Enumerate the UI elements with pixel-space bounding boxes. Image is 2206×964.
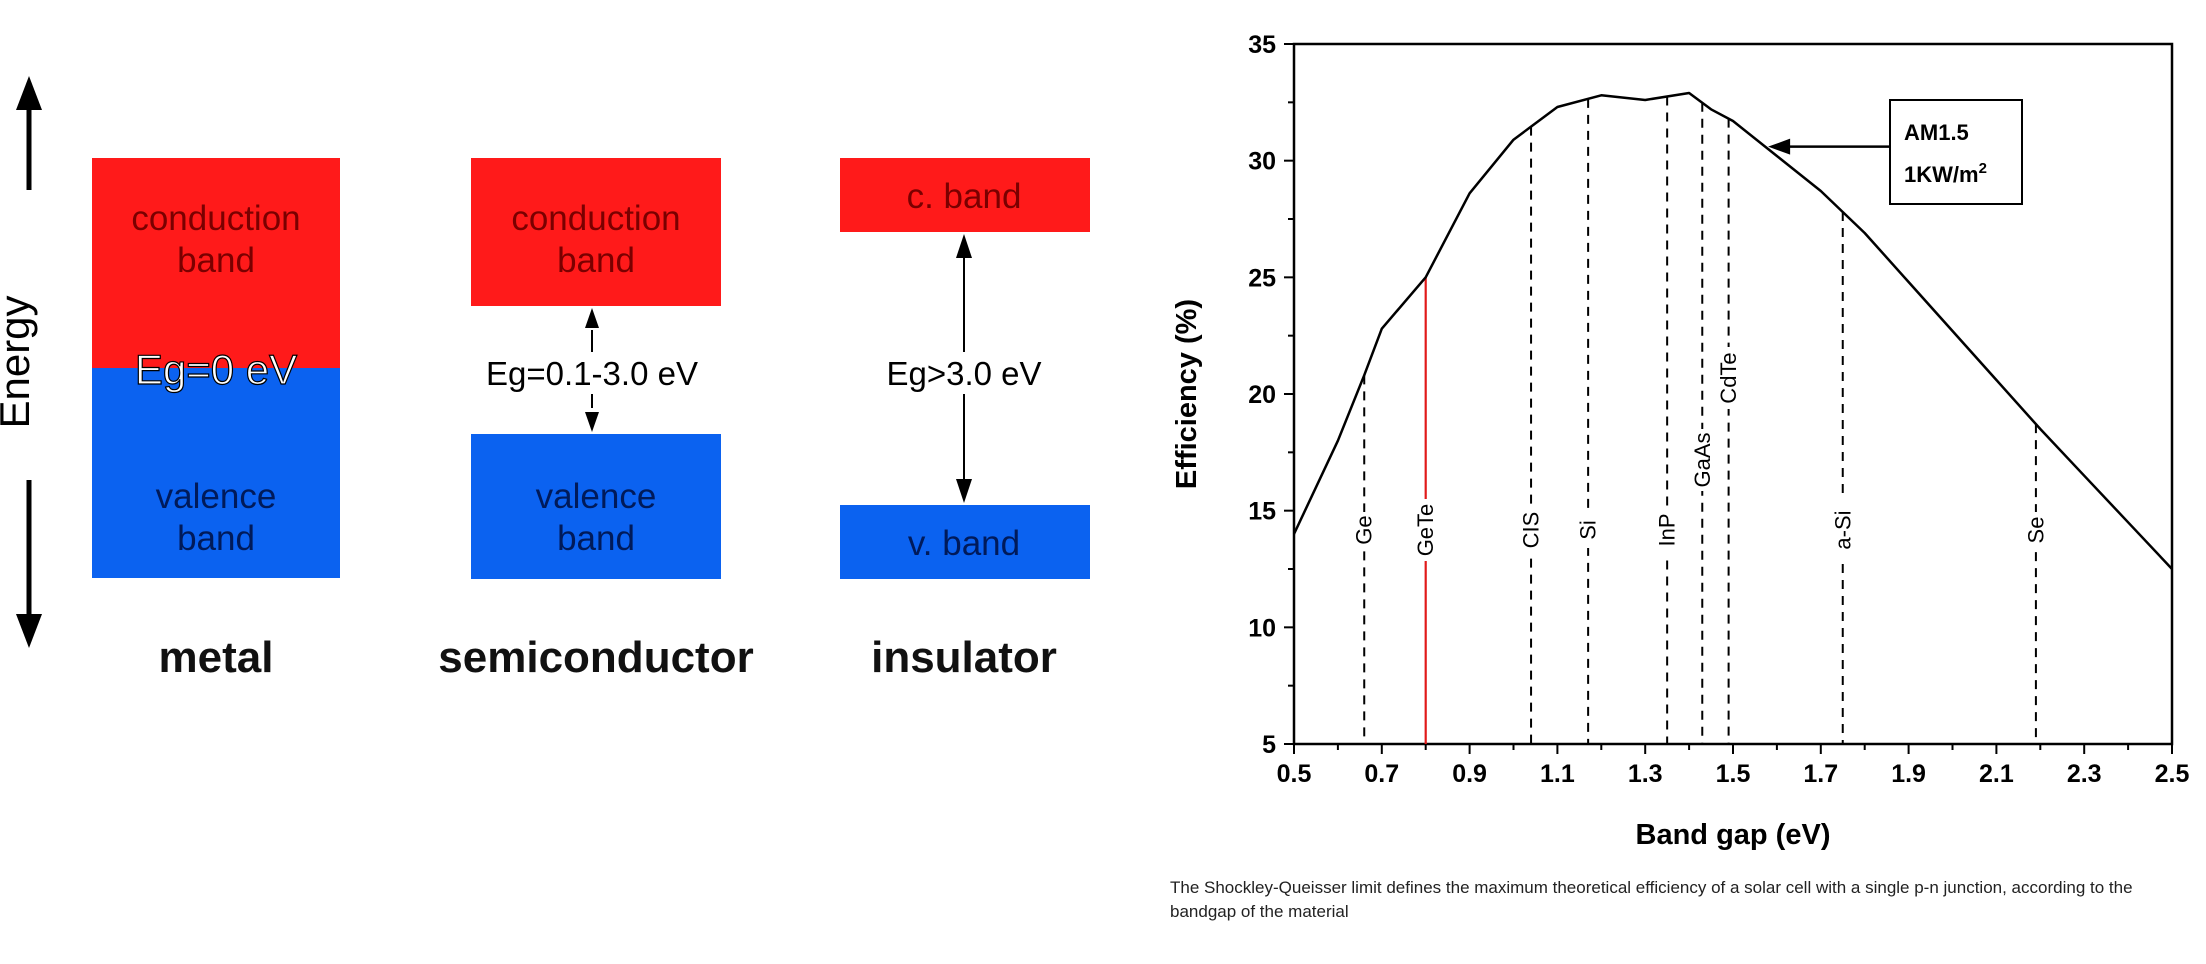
marker-label-bg: [1689, 429, 1716, 491]
marker-label-bg: [1829, 499, 1856, 561]
marker-label-bg: [1654, 505, 1681, 555]
x-tick-label: 1.3: [1628, 760, 1663, 788]
y-tick-label: 25: [1248, 264, 1276, 292]
semiconductor-conduction-label-2: band: [557, 241, 635, 280]
energy-axis-label: Energy: [0, 295, 38, 428]
y-tick-label: 10: [1248, 614, 1276, 642]
metal-conduction-band: [92, 158, 340, 368]
band-diagram: Energy conduction band Eg=0 eV valence b…: [0, 76, 1090, 682]
metal-valence-label-2: band: [177, 519, 255, 558]
y-tick-label: 5: [1262, 731, 1276, 759]
x-tick-label: 2.5: [2155, 760, 2190, 788]
x-tick-label: 1.1: [1540, 760, 1575, 788]
semiconductor-valence-label-2: band: [557, 519, 635, 558]
insulator-valence-label: v. band: [908, 524, 1020, 563]
annotation-arrow-head: [1768, 138, 1791, 155]
insulator-group: c. band Eg>3.0 eV v. band insulator: [840, 158, 1090, 682]
chart-caption: The Shockley-Queisser limit defines the …: [1170, 878, 2133, 921]
marker-label-bg: [1412, 499, 1439, 561]
annotation-line1: AM1.5: [1904, 120, 1969, 145]
marker-label-bg: [1351, 512, 1378, 548]
marker-label: InP: [1655, 513, 1680, 546]
y-axis-title: Efficiency (%): [1171, 299, 1203, 489]
x-axis-title: Band gap (eV): [1636, 819, 1831, 851]
marker-label: GeTe: [1413, 504, 1438, 557]
semiconductor-valence-band: [471, 434, 721, 579]
metal-conduction-label-1: conduction: [131, 199, 300, 238]
marker-label: Ge: [1352, 515, 1377, 544]
y-tick-label: 15: [1248, 498, 1276, 526]
marker-label: CdTe: [1716, 352, 1741, 403]
insulator-conduction-band: [840, 158, 1090, 232]
efficiency-curve: [1292, 91, 2173, 570]
semiconductor-gap-label: Eg=0.1-3.0 eV: [486, 355, 698, 392]
metal-valence-band: [92, 368, 340, 578]
metal-group: conduction band Eg=0 eV valence band met…: [92, 158, 340, 682]
x-tick-label: 0.9: [1452, 760, 1487, 788]
marker-label: GaAs: [1690, 432, 1715, 487]
y-tick-label: 35: [1248, 31, 1276, 59]
metal-conduction-label-2: band: [177, 241, 255, 280]
insulator-conduction-label: c. band: [907, 177, 1022, 216]
y-tick-label: 30: [1248, 148, 1276, 176]
insulator-valence-band: [840, 505, 1090, 579]
energy-axis: Energy: [0, 76, 42, 648]
marker-label: Se: [2023, 517, 2048, 544]
y-tick-label: 20: [1248, 381, 1276, 409]
marker-label-bg: [1575, 512, 1602, 548]
marker-label: Si: [1576, 520, 1601, 540]
x-tick-label: 1.5: [1716, 760, 1751, 788]
metal-gap-label: Eg=0 eV: [135, 346, 297, 393]
efficiency-chart: Ge GeTe CIS Si InP GaAs CdTe a-Si Se 0.5 0.7 0.9 1.1…: [1171, 31, 2190, 851]
marker-label-bg: [2022, 512, 2049, 548]
x-tick-label: 2.3: [2067, 760, 2102, 788]
annotation-line2: 1KW/m2: [1904, 160, 1987, 187]
semiconductor-name-label: semiconductor: [438, 633, 753, 682]
semiconductor-group: conduction band Eg=0.1-3.0 eV valence ba…: [438, 158, 754, 682]
insulator-name-label: insulator: [871, 633, 1057, 682]
annotation-box: [1889, 99, 2023, 205]
insulator-gap-label: Eg>3.0 eV: [886, 355, 1041, 392]
marker-label-bg: [1715, 347, 1742, 409]
semiconductor-conduction-label-1: conduction: [511, 199, 680, 238]
x-tick-label: 2.1: [1979, 760, 2014, 788]
marker-label-bg: [1518, 505, 1545, 555]
marker-label: CIS: [1519, 512, 1544, 549]
marker-label: a-Si: [1830, 510, 1855, 549]
x-tick-label: 0.7: [1364, 760, 1399, 788]
x-tick-label: 0.5: [1277, 760, 1312, 788]
x-tick-label: 1.7: [1803, 760, 1838, 788]
semiconductor-conduction-band: [471, 158, 721, 306]
metal-valence-label-1: valence: [156, 477, 277, 516]
metal-name-label: metal: [159, 633, 274, 682]
x-tick-label: 1.9: [1891, 760, 1926, 788]
semiconductor-valence-label-1: valence: [536, 477, 657, 516]
